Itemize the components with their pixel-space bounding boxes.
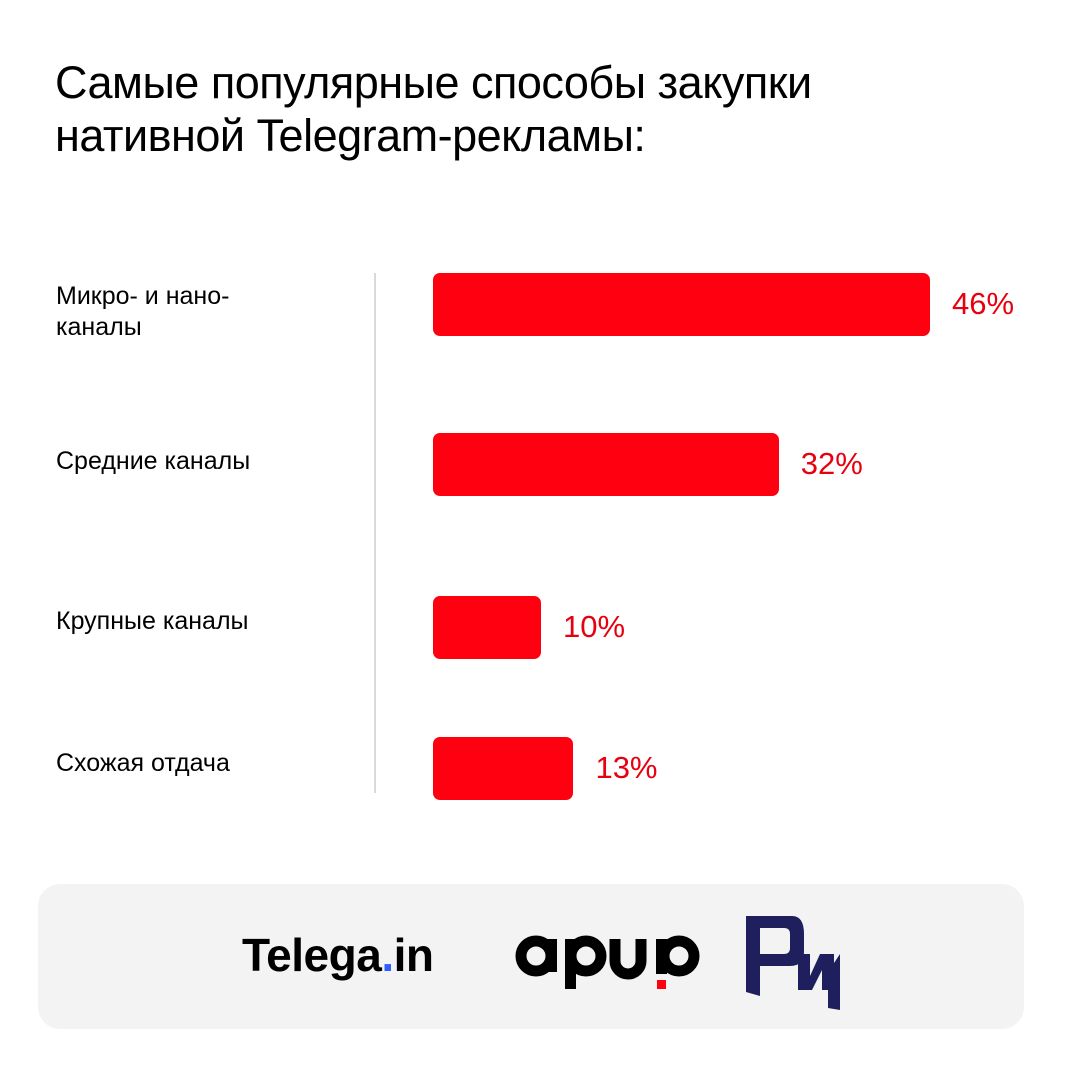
chart-title: Самые популярные способы закупки нативно… (55, 56, 1035, 162)
arir-logo (515, 935, 700, 989)
telega-logo-dot: . (381, 929, 394, 981)
telega-logo-main: Telega (242, 929, 382, 981)
category-label-2: Средние каналы (56, 446, 316, 477)
category-label-4: Схожая отдача (56, 748, 316, 779)
category-label-3: Крупные каналы (56, 606, 316, 637)
bar-chart: Микро- и нано-каналы 46% Средние каналы 32%… (56, 273, 1015, 800)
category-label-line: Средние каналы (56, 447, 251, 475)
value-label-1: 46% (952, 286, 1015, 321)
chart-title-line-2: нативной Telegram-рекламы: (55, 110, 646, 161)
category-label-line: каналы (56, 313, 142, 341)
value-label-2: 32% (800, 446, 863, 481)
rir-logo (746, 916, 840, 1010)
value-label-3: 10% (563, 609, 626, 644)
bar-2 (433, 433, 779, 496)
axis-divider (374, 273, 376, 793)
chart-title-line-1: Самые популярные способы закупки (55, 57, 812, 108)
bar-4 (433, 737, 574, 800)
bar-3 (433, 596, 542, 659)
category-label-line: Крупные каналы (56, 607, 249, 635)
value-label-4: 13% (595, 750, 658, 785)
footer-logos-panel: Telega.in (38, 884, 1024, 1029)
category-label-1: Микро- и нано-каналы (56, 281, 316, 343)
bar-1 (433, 273, 930, 336)
telega-in-logo: Telega.in (242, 927, 434, 983)
telega-logo-tail: in (393, 929, 434, 981)
category-label-line: Микро- и нано- (56, 282, 230, 310)
category-label-line: Схожая отдача (56, 749, 230, 777)
